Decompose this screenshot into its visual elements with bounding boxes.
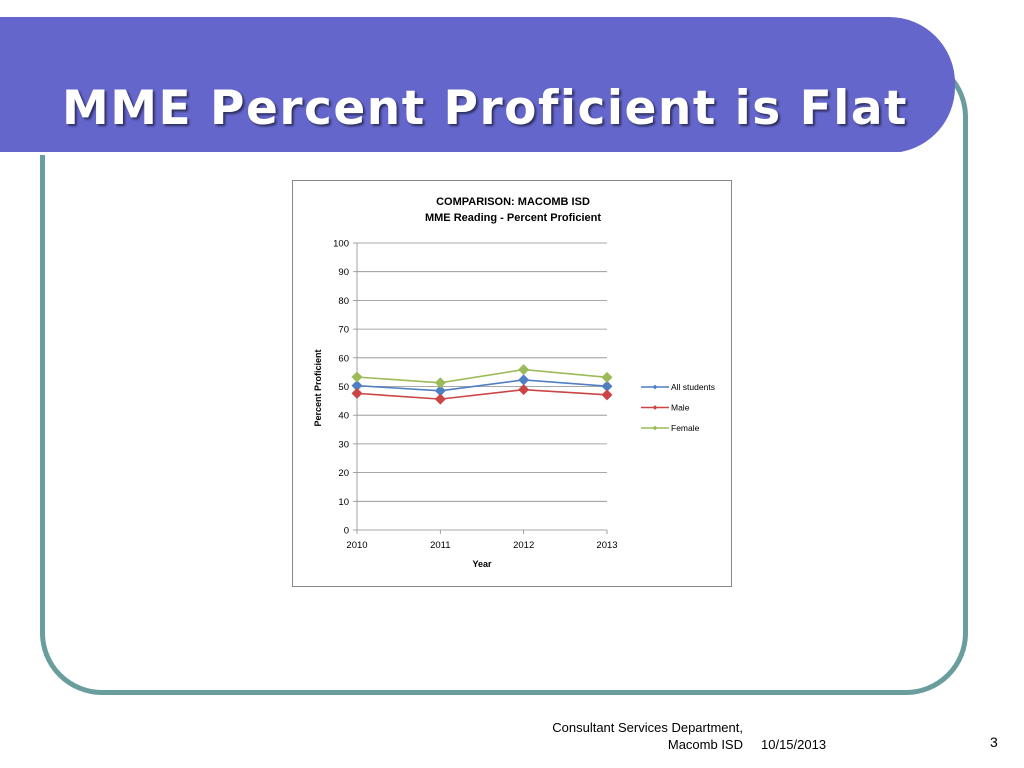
series-line <box>356 388 608 400</box>
x-tick-label: 2013 <box>596 540 617 551</box>
legend-swatch-marker <box>652 384 658 390</box>
x-tick-label: 2012 <box>513 540 534 551</box>
chart-container: COMPARISON: MACOMB ISD MME Reading - Per… <box>292 180 732 587</box>
axes: 0 10 20 30 40 50 60 70 80 90 100 2010 2011 2012 2013 <box>333 239 617 552</box>
data-point <box>351 371 363 383</box>
data-point <box>601 371 613 383</box>
chart-title: COMPARISON: MACOMB ISD <box>436 196 590 208</box>
x-tick-label: 2011 <box>430 540 450 551</box>
x-tick-label: 2010 <box>346 540 367 551</box>
data-point <box>518 364 530 376</box>
data-point <box>601 380 613 392</box>
data-point <box>351 387 363 399</box>
footer-date: 10/15/2013 <box>761 737 827 752</box>
x-axis-label: Year <box>472 559 492 569</box>
y-tick-label: 0 <box>344 526 349 537</box>
y-tick-label: 30 <box>338 439 349 450</box>
y-tick-label: 50 <box>338 382 349 393</box>
data-point <box>518 384 530 396</box>
line-chart: COMPARISON: MACOMB ISD MME Reading - Per… <box>313 196 715 569</box>
legend-label: Female <box>671 423 700 433</box>
legend-swatch-marker <box>652 425 658 431</box>
legend-label: Male <box>671 403 690 413</box>
y-tick-label: 90 <box>338 267 349 278</box>
y-tick-label: 80 <box>338 296 349 307</box>
series-line <box>356 379 608 392</box>
data-point <box>518 374 530 386</box>
legend-label: All students <box>671 382 715 392</box>
series <box>351 364 613 405</box>
data-point <box>434 393 446 405</box>
data-point <box>351 380 363 392</box>
title-underline <box>0 152 905 155</box>
y-tick-label: 20 <box>338 468 349 479</box>
chart-subtitle: MME Reading - Percent Proficient <box>425 212 601 224</box>
data-point <box>434 385 446 397</box>
y-axis-label: Percent Proficient <box>313 349 323 426</box>
title-banner: MME Percent Proficient is Flat <box>0 17 955 155</box>
y-tick-label: 100 <box>333 239 349 250</box>
series-line <box>356 368 608 384</box>
y-tick-label: 70 <box>338 325 349 336</box>
footer-department: Consultant Services Department, Macomb I… <box>552 720 743 752</box>
data-point <box>601 389 613 401</box>
page-number: 3 <box>990 734 998 750</box>
y-tick-label: 40 <box>338 411 349 422</box>
legend: All students Male Female <box>641 382 715 433</box>
slide-title: MME Percent Proficient is Flat <box>62 81 908 136</box>
y-tick-label: 10 <box>338 497 349 508</box>
legend-swatch-marker <box>652 405 658 410</box>
gridlines <box>357 242 607 502</box>
data-point <box>434 377 446 389</box>
y-tick-label: 60 <box>338 353 349 364</box>
